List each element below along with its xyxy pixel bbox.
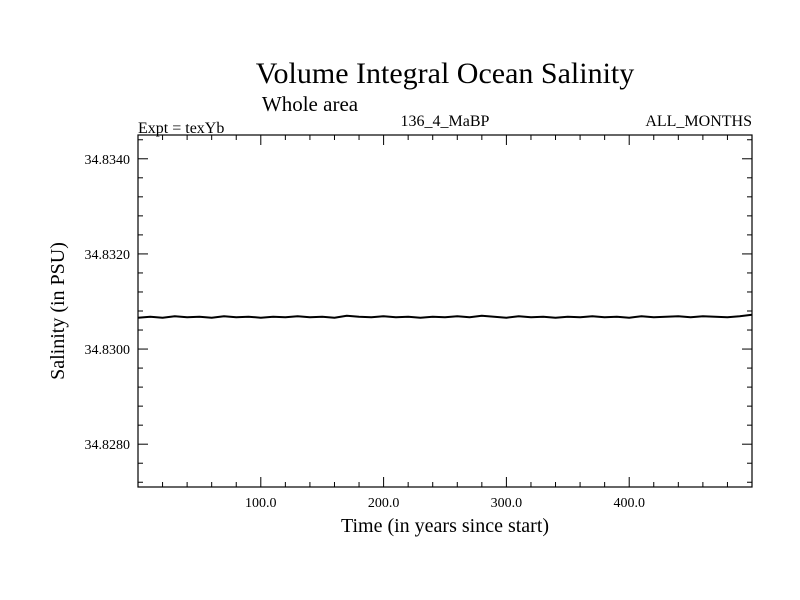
chart-title: Volume Integral Ocean Salinity	[256, 57, 635, 90]
x-tick-label: 100.0	[245, 496, 277, 511]
axis-ticks	[138, 135, 752, 487]
salinity-series-line	[137, 313, 753, 319]
months-label: ALL_MONTHS	[645, 113, 752, 130]
y-tick-label: 34.8320	[85, 248, 131, 263]
experiment-label: Expt = texYb	[138, 120, 224, 137]
x-tick-label: 300.0	[491, 496, 523, 511]
y-tick-label: 34.8300	[85, 343, 131, 358]
x-axis-label: Time (in years since start)	[341, 515, 549, 537]
y-tick-label: 34.8280	[85, 438, 131, 453]
chart-subtitle: Whole area	[262, 92, 359, 116]
x-tick-label: 400.0	[613, 496, 645, 511]
y-axis-label: Salinity (in PSU)	[47, 242, 69, 380]
period-label: 136_4_MaBP	[401, 113, 490, 130]
y-tick-label: 34.8340	[85, 153, 131, 168]
plot-frame	[137, 134, 753, 488]
x-tick-label: 200.0	[368, 496, 400, 511]
axis-tick-labels: 100.0 200.0 300.0 400.0 34.8280 34.8300 34.832…	[85, 153, 645, 511]
